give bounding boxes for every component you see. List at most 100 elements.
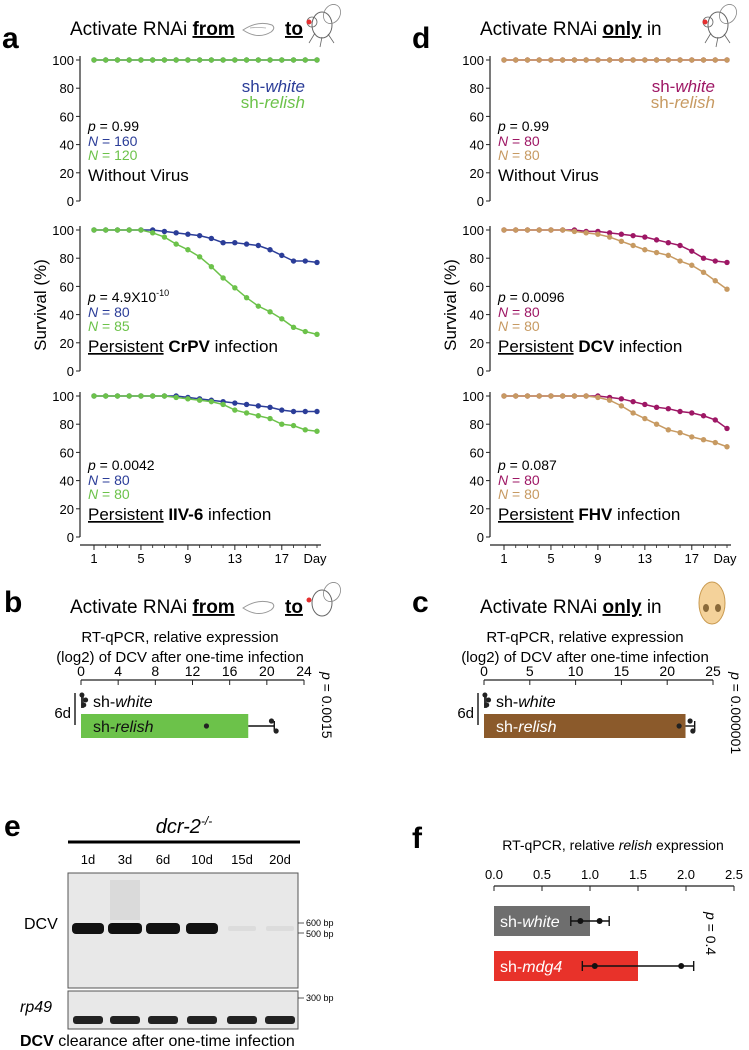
data-point — [243, 241, 250, 247]
data-point — [559, 227, 566, 233]
data-point — [571, 57, 578, 63]
y-tick-label: 20 — [470, 502, 484, 517]
y-tick-label: 20 — [60, 502, 74, 517]
data-point — [700, 413, 707, 419]
bar-label: sh-white — [500, 914, 560, 931]
data-point — [126, 227, 132, 233]
y-tick-label: 80 — [470, 81, 484, 96]
x-tick-label: 13 — [638, 551, 652, 566]
data-point — [687, 718, 693, 724]
panel-e: dcr-2-/- 1d 3d 6d 10d 15d 20d DCV rp49 600 bp… — [20, 814, 334, 1050]
bar-chart-b: 0 4 8 12 16 20 24 6d sh-white sh-relish p = 0.0015 — [54, 663, 335, 739]
data-point — [618, 403, 625, 409]
row-label-dcv: DCV — [24, 916, 58, 933]
data-point — [196, 232, 203, 239]
bar-chart-c: 0 5 10 15 20 25 6d sh-white sh-relish p = 0.00000… — [457, 663, 744, 754]
x-tick-label: 1.5 — [629, 867, 647, 882]
data-point — [185, 231, 191, 237]
y-tick-label: 80 — [60, 417, 74, 432]
data-point — [83, 697, 89, 703]
data-point — [255, 242, 262, 249]
data-point — [724, 286, 730, 292]
data-point — [279, 252, 285, 259]
y-tick-label: 60 — [60, 109, 74, 124]
data-point — [583, 57, 589, 63]
data-point — [642, 401, 648, 408]
larva-icon — [242, 600, 275, 614]
data-point — [81, 702, 87, 708]
axis-title: RT-qPCR, relative relish expression — [502, 837, 724, 853]
data-point — [501, 57, 507, 63]
x-tick-label: 17 — [685, 551, 699, 566]
data-point — [606, 57, 613, 63]
data-point — [653, 237, 660, 243]
dcv-band-faint — [266, 926, 294, 931]
p-value: p = 0.000001 — [728, 671, 744, 754]
data-point — [712, 57, 718, 63]
x-tick-label: 0.5 — [533, 867, 551, 882]
data-point — [267, 247, 273, 253]
data-point — [103, 227, 109, 233]
y-tick-label: 40 — [60, 308, 74, 323]
data-point — [524, 227, 531, 233]
ladder-300: 300 bp — [306, 993, 334, 1003]
data-point — [302, 57, 308, 63]
y-tick-label: 60 — [470, 279, 484, 294]
data-point — [689, 248, 695, 254]
x-tick-label: 13 — [228, 551, 242, 566]
data-point — [196, 254, 203, 260]
y-tick-label: 20 — [470, 336, 484, 351]
data-point — [173, 394, 179, 401]
y-tick-label: 40 — [470, 138, 484, 153]
bar-sh-white — [81, 694, 84, 708]
data-point — [220, 239, 226, 246]
n-value-2: N = 120 — [88, 147, 138, 163]
series-line-sh-white — [504, 229, 728, 264]
data-point — [302, 408, 308, 415]
data-point — [273, 728, 279, 734]
data-point — [173, 230, 179, 236]
x-tick-label: 15 — [614, 663, 630, 679]
y-tick-label: 0 — [477, 364, 484, 379]
x-tick-label: 20 — [259, 663, 275, 679]
y-tick-label: 60 — [60, 445, 74, 460]
data-point — [536, 227, 542, 233]
survival-subplot-a2: 0 20 40 60 80 100 p = 4.9X10-10N = 80N = 85 Per… — [52, 223, 320, 379]
data-point — [161, 393, 168, 399]
data-point — [665, 252, 672, 259]
lane-label: 10d — [191, 852, 213, 867]
data-point — [583, 230, 589, 236]
data-point — [630, 410, 636, 416]
data-point — [232, 57, 238, 63]
y-tick-label: 20 — [470, 166, 484, 181]
data-point — [255, 403, 262, 409]
data-point — [114, 393, 121, 399]
y-tick-label: 60 — [470, 109, 484, 124]
data-point — [243, 401, 250, 408]
legend-sh-relish: sh-relish — [651, 93, 715, 112]
data-point — [653, 57, 660, 63]
panel-c: Activate RNAi only in RT-qPCR, relative … — [457, 581, 744, 754]
x-tick-label: 2.5 — [725, 867, 743, 882]
subplot-title: Persistent CrPV infection — [88, 337, 278, 356]
data-point — [196, 57, 203, 63]
y-tick-label: 80 — [470, 251, 484, 266]
panel-letter-b: b — [4, 586, 22, 619]
header-prefix: Activate RNAi from — [70, 597, 235, 618]
bar-label-sh-relish: sh-relish — [93, 719, 154, 736]
data-point — [606, 230, 613, 236]
n-value-1: N = 80 — [88, 304, 130, 320]
data-point — [595, 394, 601, 401]
data-point — [501, 227, 507, 233]
panel-letter-d: d — [412, 22, 430, 55]
y-tick-label: 100 — [52, 223, 74, 238]
data-point — [149, 230, 156, 236]
p-value: p = 0.99 — [497, 118, 549, 134]
data-point — [267, 309, 273, 315]
data-point — [290, 324, 297, 330]
panel-letter-f: f — [412, 822, 423, 855]
larva-icon — [242, 22, 275, 36]
axis-title-line2: (log2) of DCV after one-time infection — [56, 649, 304, 666]
header-prefix: Activate RNAi from — [70, 19, 235, 40]
